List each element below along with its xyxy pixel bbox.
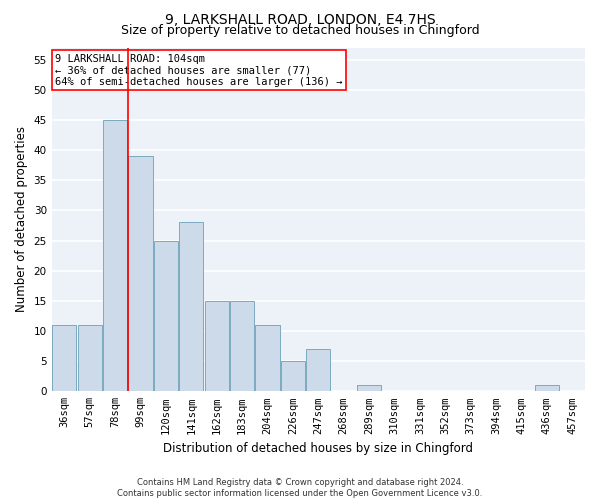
Bar bbox=[103, 120, 127, 392]
Text: 9, LARKSHALL ROAD, LONDON, E4 7HS: 9, LARKSHALL ROAD, LONDON, E4 7HS bbox=[164, 12, 436, 26]
Text: Contains HM Land Registry data © Crown copyright and database right 2024.
Contai: Contains HM Land Registry data © Crown c… bbox=[118, 478, 482, 498]
Bar bbox=[256, 325, 280, 392]
Bar bbox=[230, 301, 254, 392]
Bar bbox=[306, 349, 331, 392]
Bar bbox=[205, 301, 229, 392]
Bar bbox=[179, 222, 203, 392]
Bar bbox=[357, 386, 381, 392]
Bar bbox=[535, 386, 559, 392]
Bar bbox=[52, 325, 76, 392]
Bar bbox=[77, 325, 102, 392]
Text: Size of property relative to detached houses in Chingford: Size of property relative to detached ho… bbox=[121, 24, 479, 37]
Y-axis label: Number of detached properties: Number of detached properties bbox=[15, 126, 28, 312]
Bar bbox=[154, 240, 178, 392]
Bar bbox=[128, 156, 152, 392]
Text: 9 LARKSHALL ROAD: 104sqm
← 36% of detached houses are smaller (77)
64% of semi-d: 9 LARKSHALL ROAD: 104sqm ← 36% of detach… bbox=[55, 54, 343, 86]
Bar bbox=[281, 361, 305, 392]
X-axis label: Distribution of detached houses by size in Chingford: Distribution of detached houses by size … bbox=[163, 442, 473, 455]
